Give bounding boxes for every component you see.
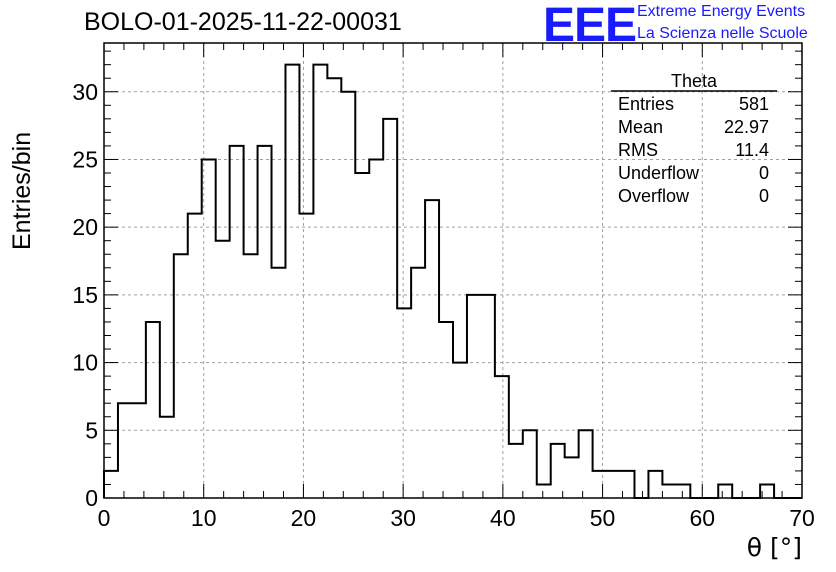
x-tick-label: 30 <box>390 505 416 531</box>
histogram-line <box>103 63 802 499</box>
stats-row-label: Overflow <box>618 186 690 206</box>
y-tick-label: 15 <box>72 282 98 308</box>
y-tick-label: 5 <box>85 417 98 443</box>
x-tick-label: 0 <box>98 505 111 531</box>
tick-labels: 0 10 20 30 40 50 60 70 0 5 10 15 20 25 30 <box>72 79 814 531</box>
x-tick-label: 70 <box>789 505 815 531</box>
x-tick-label: 50 <box>590 505 616 531</box>
y-tick-label: 20 <box>72 214 98 240</box>
stats-row-value: 11.4 <box>735 140 769 160</box>
stats-row-label: Underflow <box>618 163 700 183</box>
stats-row-label: Mean <box>618 117 663 137</box>
x-axis-label: θ [°] <box>746 533 802 562</box>
stats-row-label: Entries <box>618 94 674 114</box>
grid-lines <box>104 43 802 498</box>
plot-frame <box>103 42 803 499</box>
stats-row-value: 0 <box>759 186 769 206</box>
stats-box-title: Theta <box>671 71 718 91</box>
logo-line-1: Extreme Energy Events <box>637 3 806 20</box>
y-tick-label: 25 <box>72 146 98 172</box>
stats-row-value: 581 <box>739 94 769 114</box>
x-tick-label: 10 <box>191 505 217 531</box>
y-tick-label: 10 <box>72 350 98 376</box>
axis-ticks <box>103 43 803 499</box>
x-tick-label: 20 <box>291 505 317 531</box>
y-tick-label: 30 <box>72 79 98 105</box>
stats-row-label: RMS <box>618 140 658 160</box>
chart-title: BOLO-01-2025-11-22-00031 <box>84 8 402 36</box>
y-tick-label: 0 <box>85 485 98 511</box>
stats-box: Theta Entries 581 Mean 22.97 RMS 11.4 Underflow… <box>611 71 777 206</box>
stats-row-value: 0 <box>759 163 769 183</box>
x-tick-label: 40 <box>490 505 516 531</box>
x-tick-label: 60 <box>689 505 715 531</box>
stats-row-value: 22.97 <box>724 117 769 137</box>
logo-line-2: La Scienza nelle Scuole <box>637 25 808 42</box>
